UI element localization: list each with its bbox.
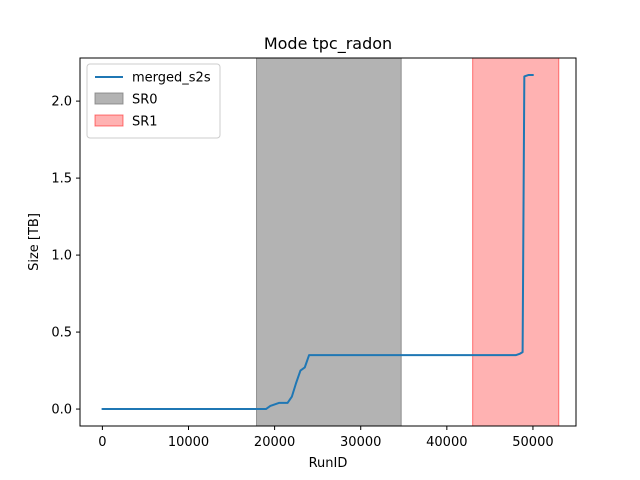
legend-label: SR0	[132, 93, 158, 108]
x-axis-label: RunID	[309, 456, 348, 471]
y-axis: 0.0 0.5 1.0 1.5 2.0	[51, 95, 80, 418]
legend-patch-swatch	[94, 92, 124, 105]
series-line-merged-s2s	[101, 73, 534, 411]
y-tick-label: 0.5	[51, 326, 72, 341]
legend-box	[86, 63, 221, 139]
legend-item-merged-s2s: merged_s2s	[95, 71, 211, 86]
plot-frame	[79, 57, 577, 427]
x-tick-label: 20000	[254, 435, 295, 450]
x-tick-label: 50000	[512, 435, 553, 450]
legend-label: SR1	[132, 115, 158, 130]
legend: merged_s2s SR0 SR1	[86, 63, 221, 139]
y-tick-label: 2.0	[51, 95, 72, 110]
legend-item-sr0: SR0	[94, 92, 158, 108]
chart-title: Mode tpc_radon	[264, 34, 392, 54]
legend-patch-swatch	[94, 114, 124, 127]
x-tick-label: 10000	[168, 435, 209, 450]
x-tick-label: 0	[98, 435, 106, 450]
series-layer	[101, 73, 534, 411]
legend-label: merged_s2s	[132, 71, 211, 86]
y-tick-label: 0.0	[51, 403, 72, 418]
x-tick-label: 30000	[340, 435, 381, 450]
band-sr0	[256, 57, 402, 427]
y-tick-label: 1.5	[51, 172, 72, 187]
legend-item-sr1: SR1	[94, 114, 158, 130]
x-tick-label: 40000	[426, 435, 467, 450]
band-sr1	[472, 57, 560, 427]
x-axis: 0 10000 20000 30000 40000 50000	[98, 426, 554, 450]
bands-layer	[256, 57, 560, 427]
y-tick-label: 1.0	[51, 249, 72, 264]
y-axis-label: Size [TB]	[27, 213, 42, 271]
